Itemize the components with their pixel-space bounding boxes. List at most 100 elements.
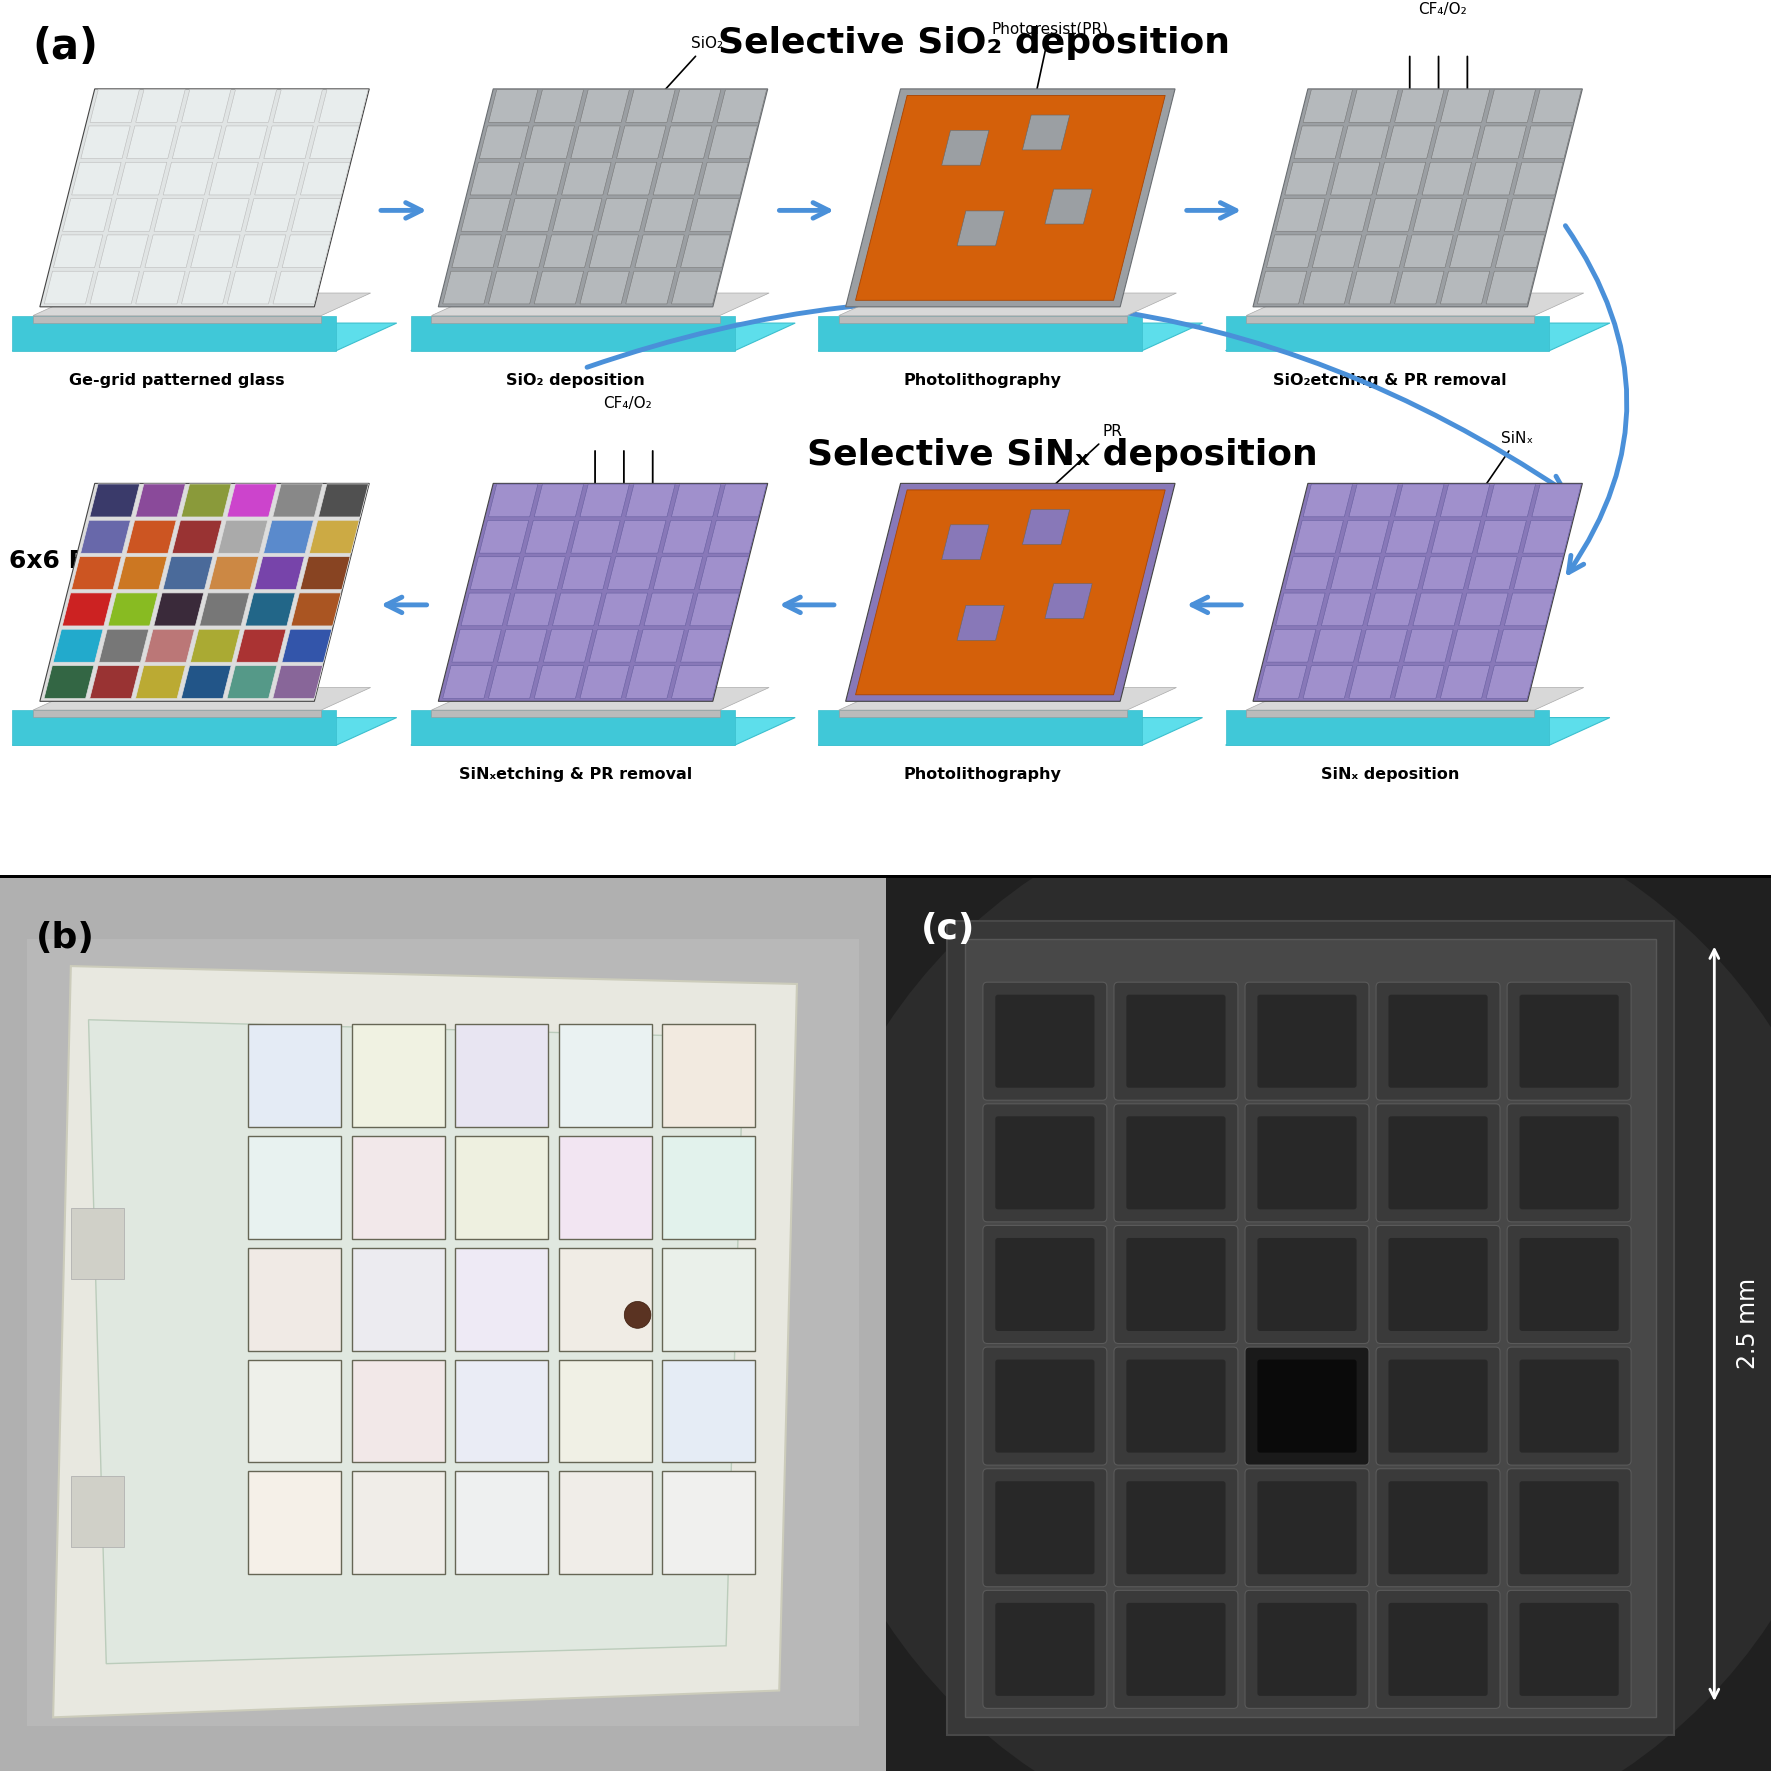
Polygon shape xyxy=(1514,163,1564,195)
Polygon shape xyxy=(489,90,538,122)
FancyBboxPatch shape xyxy=(1388,1116,1488,1210)
FancyBboxPatch shape xyxy=(1376,1103,1500,1222)
Polygon shape xyxy=(301,163,351,195)
Text: 6x6 Filter array: 6x6 Filter array xyxy=(9,549,227,574)
FancyBboxPatch shape xyxy=(1507,1348,1631,1465)
Polygon shape xyxy=(452,236,501,267)
Polygon shape xyxy=(818,717,1203,746)
Polygon shape xyxy=(1431,126,1481,159)
Polygon shape xyxy=(1523,521,1573,553)
FancyBboxPatch shape xyxy=(1114,1226,1238,1344)
Polygon shape xyxy=(44,666,94,698)
Polygon shape xyxy=(255,163,305,195)
Polygon shape xyxy=(209,556,259,590)
Polygon shape xyxy=(570,126,620,159)
FancyBboxPatch shape xyxy=(1520,1481,1619,1574)
Polygon shape xyxy=(282,236,331,267)
Bar xyxy=(351,1024,445,1126)
Polygon shape xyxy=(1266,629,1316,662)
Polygon shape xyxy=(1303,483,1353,517)
Polygon shape xyxy=(41,483,368,701)
Polygon shape xyxy=(700,163,749,195)
Polygon shape xyxy=(616,126,666,159)
Polygon shape xyxy=(535,90,584,122)
Polygon shape xyxy=(956,211,1004,246)
FancyBboxPatch shape xyxy=(1520,1603,1619,1697)
Polygon shape xyxy=(1495,236,1544,267)
Polygon shape xyxy=(1367,198,1417,232)
FancyBboxPatch shape xyxy=(1520,995,1619,1087)
Polygon shape xyxy=(90,271,140,305)
Text: Photoresist(PR): Photoresist(PR) xyxy=(992,21,1109,106)
Polygon shape xyxy=(1504,593,1553,625)
Polygon shape xyxy=(671,483,721,517)
Bar xyxy=(662,1472,754,1574)
Polygon shape xyxy=(1413,593,1463,625)
Polygon shape xyxy=(1504,198,1553,232)
Polygon shape xyxy=(498,629,547,662)
Polygon shape xyxy=(181,271,230,305)
Polygon shape xyxy=(34,292,370,315)
Polygon shape xyxy=(34,315,321,322)
Text: SiO₂ deposition: SiO₂ deposition xyxy=(507,372,645,388)
FancyBboxPatch shape xyxy=(1507,1103,1631,1222)
Polygon shape xyxy=(590,629,639,662)
Polygon shape xyxy=(264,126,313,159)
Polygon shape xyxy=(489,271,538,305)
Polygon shape xyxy=(489,666,538,698)
Polygon shape xyxy=(135,666,186,698)
Polygon shape xyxy=(818,322,1203,351)
Polygon shape xyxy=(1254,483,1583,701)
Polygon shape xyxy=(411,717,795,746)
FancyBboxPatch shape xyxy=(995,1481,1094,1574)
Polygon shape xyxy=(218,126,267,159)
Bar xyxy=(662,1360,754,1463)
Polygon shape xyxy=(273,90,322,122)
FancyBboxPatch shape xyxy=(1257,1603,1357,1697)
Polygon shape xyxy=(41,89,368,306)
Polygon shape xyxy=(544,629,593,662)
Polygon shape xyxy=(607,556,657,590)
Polygon shape xyxy=(99,629,149,662)
Polygon shape xyxy=(1254,89,1583,306)
Bar xyxy=(71,1208,124,1279)
Polygon shape xyxy=(189,629,241,662)
Polygon shape xyxy=(1226,717,1610,746)
Text: Photolithography: Photolithography xyxy=(903,767,1063,783)
Polygon shape xyxy=(1226,322,1610,351)
Polygon shape xyxy=(126,521,177,553)
Polygon shape xyxy=(480,126,530,159)
Polygon shape xyxy=(411,322,795,351)
Polygon shape xyxy=(625,90,675,122)
FancyBboxPatch shape xyxy=(1507,1468,1631,1587)
Polygon shape xyxy=(44,271,94,305)
Polygon shape xyxy=(1376,556,1426,590)
Polygon shape xyxy=(1247,315,1534,322)
Polygon shape xyxy=(12,717,397,746)
FancyBboxPatch shape xyxy=(1507,1590,1631,1709)
FancyBboxPatch shape xyxy=(1388,1481,1488,1574)
Polygon shape xyxy=(599,198,648,232)
Polygon shape xyxy=(432,315,719,322)
Polygon shape xyxy=(1532,483,1582,517)
FancyBboxPatch shape xyxy=(1376,983,1500,1100)
FancyBboxPatch shape xyxy=(995,1238,1094,1332)
Ellipse shape xyxy=(797,788,1771,1771)
Bar xyxy=(455,1135,549,1240)
Polygon shape xyxy=(625,271,675,305)
Polygon shape xyxy=(942,131,988,165)
FancyBboxPatch shape xyxy=(1257,995,1357,1087)
Polygon shape xyxy=(1022,510,1070,544)
FancyBboxPatch shape xyxy=(983,1348,1107,1465)
Polygon shape xyxy=(561,556,611,590)
Text: CF₄/O₂: CF₄/O₂ xyxy=(604,397,652,411)
FancyBboxPatch shape xyxy=(995,1116,1094,1210)
Text: (c): (c) xyxy=(921,912,976,946)
Polygon shape xyxy=(227,483,276,517)
FancyBboxPatch shape xyxy=(983,1468,1107,1587)
Polygon shape xyxy=(653,556,703,590)
FancyBboxPatch shape xyxy=(1245,1468,1369,1587)
Polygon shape xyxy=(432,687,769,710)
Polygon shape xyxy=(1477,126,1527,159)
Polygon shape xyxy=(62,198,112,232)
